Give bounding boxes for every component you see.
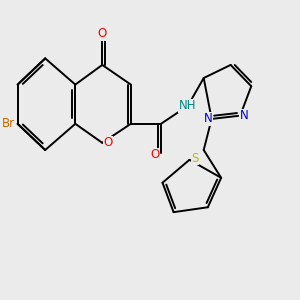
Text: Br: Br [2,117,15,130]
Text: S: S [191,152,199,165]
Text: N: N [203,112,212,125]
Text: NH: NH [178,99,196,112]
Text: O: O [151,148,160,161]
Text: O: O [98,27,107,40]
Text: N: N [240,109,248,122]
Text: O: O [103,136,112,149]
